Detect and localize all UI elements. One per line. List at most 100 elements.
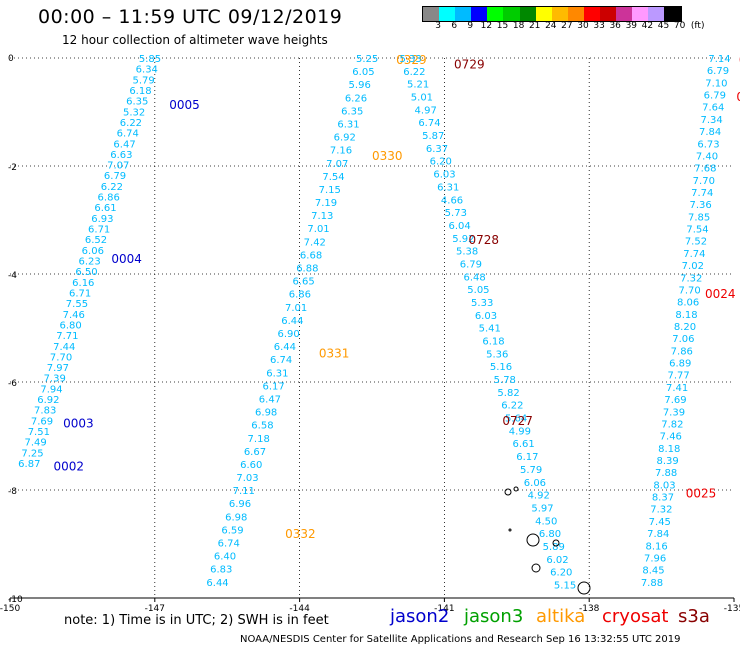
wave-height-value: 6.61 [94,203,116,214]
wave-height-value: 7.54 [686,225,708,236]
wave-height-value: 7.70 [679,285,701,296]
wave-height-value: 6.35 [341,106,363,117]
wave-height-value: 7.10 [705,78,727,89]
wave-height-value: 6.03 [475,311,497,322]
wave-height-value: 6.47 [113,139,135,150]
wave-height-value: 7.69 [664,395,686,406]
wave-height-value: 6.22 [120,118,142,129]
wave-height-value: 6.88 [296,264,318,275]
wave-height-value: 6.16 [72,278,94,289]
scale-swatch [551,7,568,21]
wave-height-value: 5.01 [411,93,433,104]
scale-label: 15 [496,21,509,31]
legend-item-jason3: jason3 [464,606,524,627]
scale-swatch [423,7,440,21]
wave-height-value: 6.86 [289,290,311,301]
scale-label: 39 [625,21,638,31]
wave-height-value: 4.97 [415,105,437,116]
wave-height-value: 7.39 [44,374,66,385]
scale-swatch [519,7,536,21]
wave-height-value: 6.68 [300,250,322,261]
wave-height-value: 8.06 [677,298,699,309]
island-outline [526,533,540,547]
wave-height-value: 6.22 [101,182,123,193]
legend-item-altika: altika [536,606,586,627]
wave-height-value: 8.18 [675,310,697,321]
wave-height-value: 6.31 [266,368,288,379]
scale-label: 21 [528,21,541,31]
track-time-label: 0728 [469,233,500,247]
wave-height-value: 7.07 [107,161,129,172]
wave-height-value: 6.05 [352,67,374,78]
wave-height-value: 6.89 [669,359,691,370]
wave-height-value: 6.50 [75,267,97,278]
wave-height-value: 6.79 [707,66,729,77]
x-tick-label: -147 [145,604,165,614]
wave-height-value: 5.64 [505,414,527,425]
color-scale-bar [422,6,682,22]
wave-height-value: 5.16 [490,362,512,373]
wave-height-value: 7.45 [649,517,671,528]
wave-height-value: 7.36 [690,200,712,211]
wave-height-value: 6.71 [88,225,110,236]
scale-swatch [600,7,617,21]
wave-height-value: 6.31 [337,119,359,130]
wave-height-value: 7.19 [315,198,337,209]
wave-height-value: 7.46 [63,310,85,321]
wave-height-value: 7.83 [34,406,56,417]
wave-height-value: 6.83 [210,565,232,576]
wave-height-value: 6.79 [704,91,726,102]
wave-height-value: 6.04 [448,221,470,232]
wave-height-value: 5.79 [520,465,542,476]
wave-height-value: 6.40 [214,552,236,563]
scale-swatch [616,7,633,21]
wave-height-value: 6.44 [281,316,303,327]
wave-height-value: 7.18 [248,434,270,445]
wave-height-value: 7.97 [47,363,69,374]
wave-height-value: 6.80 [59,320,81,331]
wave-height-value: 7.03 [236,473,258,484]
wave-height-value: 6.90 [277,329,299,340]
scale-swatch [455,7,472,21]
x-tick-label: -138 [579,604,600,614]
wave-height-value: 5.33 [399,54,421,65]
wave-height-value: 6.61 [512,439,534,450]
wave-height-value: 7.34 [701,115,723,126]
wave-height-value: 6.96 [229,499,251,510]
wave-height-value: 7.32 [680,273,702,284]
wave-height-value: 6.48 [464,272,486,283]
wave-height-value: 5.96 [349,80,371,91]
wave-height-value: 7.32 [650,505,672,516]
wave-height-value: 4.50 [535,516,557,527]
wave-height-value: 7.44 [53,342,75,353]
scale-swatch [567,7,584,21]
wave-height-value: 6.98 [255,408,277,419]
wave-height-value: 7.71 [56,331,78,342]
y-tick-label: -2 [8,163,17,173]
y-tick-label: -4 [8,271,17,281]
island-outline [577,581,591,595]
wave-height-value: 8.03 [653,480,675,491]
wave-height-value: 6.59 [221,525,243,536]
wave-height-value: 6.73 [697,139,719,150]
wave-height-value: 7.64 [702,103,724,114]
wave-height-value: 7.70 [693,176,715,187]
wave-height-value: 6.34 [136,65,158,76]
wave-height-value: 5.79 [132,75,154,86]
wave-height-value: 6.58 [251,421,273,432]
wave-height-value: 6.22 [403,67,425,78]
island-outline [513,486,519,492]
wave-height-value: 8.20 [674,322,696,333]
wave-height-value: 6.23 [79,257,101,268]
wave-height-value: 6.74 [418,118,440,129]
wave-height-value: 7.13 [311,211,333,222]
wave-height-value: 6.92 [334,133,356,144]
wave-height-value: 7.06 [672,334,694,345]
track-time-label: 0331 [319,346,350,360]
track-time-label: 0727 [502,414,533,428]
wave-height-value: 7.39 [663,407,685,418]
island-outline [504,488,512,496]
wave-height-value: 6.52 [85,235,107,246]
wave-height-value: 8.37 [652,493,674,504]
